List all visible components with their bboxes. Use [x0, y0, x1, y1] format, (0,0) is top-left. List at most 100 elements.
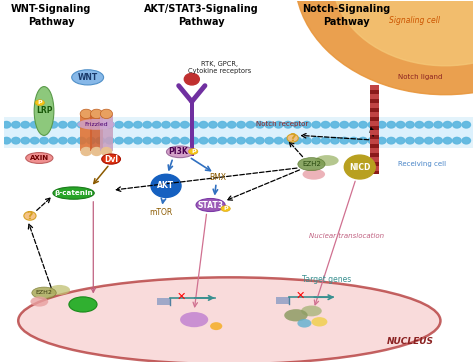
Circle shape [153, 137, 161, 144]
Circle shape [143, 122, 152, 128]
Circle shape [415, 137, 424, 144]
Text: ✕: ✕ [177, 291, 186, 302]
Ellipse shape [297, 319, 311, 327]
Circle shape [30, 122, 39, 128]
Circle shape [91, 147, 102, 155]
Bar [370, 121, 380, 126]
Circle shape [134, 137, 142, 144]
Circle shape [87, 137, 95, 144]
Circle shape [96, 122, 105, 128]
Text: PI3K: PI3K [168, 147, 188, 156]
Ellipse shape [24, 212, 36, 220]
Circle shape [349, 122, 358, 128]
Text: P: P [191, 149, 196, 154]
Bar [370, 148, 380, 153]
Circle shape [2, 137, 11, 144]
Circle shape [340, 137, 348, 144]
Bar [370, 157, 380, 162]
Circle shape [199, 122, 208, 128]
Text: mTOR: mTOR [150, 208, 173, 217]
Circle shape [171, 137, 180, 144]
Circle shape [59, 137, 67, 144]
Circle shape [387, 137, 395, 144]
Circle shape [181, 137, 189, 144]
Circle shape [171, 122, 180, 128]
Text: Signaling cell: Signaling cell [389, 16, 440, 25]
Ellipse shape [301, 306, 322, 317]
Circle shape [284, 122, 292, 128]
Bar [190, 102, 194, 156]
Circle shape [190, 122, 199, 128]
Ellipse shape [102, 154, 120, 164]
Bar [276, 297, 290, 305]
Bar [100, 115, 112, 151]
Circle shape [265, 137, 273, 144]
Bar [156, 298, 170, 305]
Bar [91, 115, 103, 151]
Text: NICD: NICD [349, 163, 371, 172]
Bar [4, 125, 474, 140]
Circle shape [49, 137, 58, 144]
Circle shape [274, 137, 283, 144]
Ellipse shape [32, 287, 56, 299]
Text: ?: ? [27, 211, 33, 221]
Circle shape [302, 137, 311, 144]
Circle shape [100, 109, 112, 119]
Circle shape [359, 137, 367, 144]
Ellipse shape [298, 158, 325, 171]
Circle shape [368, 137, 377, 144]
Bar [370, 94, 380, 99]
Text: AKT: AKT [157, 182, 174, 190]
Circle shape [331, 122, 339, 128]
Bar [370, 139, 380, 144]
Circle shape [387, 122, 395, 128]
Circle shape [434, 122, 442, 128]
Circle shape [378, 137, 386, 144]
Circle shape [321, 122, 330, 128]
Text: LRP: LRP [36, 106, 52, 115]
Bar [370, 112, 380, 117]
Circle shape [184, 73, 199, 85]
Circle shape [218, 137, 227, 144]
Ellipse shape [53, 187, 94, 199]
Ellipse shape [311, 317, 328, 326]
Circle shape [344, 155, 375, 179]
Text: RTK, GPCR,
Cytokine receptors: RTK, GPCR, Cytokine receptors [188, 61, 252, 74]
Ellipse shape [69, 297, 97, 312]
Circle shape [443, 137, 452, 144]
Ellipse shape [180, 312, 208, 327]
Circle shape [81, 147, 91, 155]
Bar [80, 115, 92, 151]
Text: WNT-Signaling
Pathway: WNT-Signaling Pathway [11, 4, 91, 27]
Text: Dvl: Dvl [104, 155, 118, 164]
Circle shape [462, 122, 471, 128]
Bar [370, 166, 380, 171]
Circle shape [87, 122, 95, 128]
Ellipse shape [196, 199, 225, 212]
Circle shape [396, 122, 405, 128]
Text: Notch-Signaling
Pathway: Notch-Signaling Pathway [302, 4, 391, 27]
Circle shape [209, 137, 217, 144]
Circle shape [134, 122, 142, 128]
Circle shape [153, 122, 161, 128]
Circle shape [425, 137, 433, 144]
Circle shape [40, 137, 48, 144]
Circle shape [228, 137, 236, 144]
Ellipse shape [210, 322, 222, 330]
Bar [370, 87, 380, 174]
Circle shape [106, 122, 114, 128]
Text: Frizzled: Frizzled [84, 122, 108, 127]
Circle shape [190, 137, 199, 144]
Circle shape [415, 122, 424, 128]
Circle shape [321, 137, 330, 144]
Circle shape [209, 122, 217, 128]
Circle shape [151, 174, 181, 197]
Wedge shape [296, 0, 474, 95]
Circle shape [331, 137, 339, 144]
Ellipse shape [77, 119, 115, 130]
Circle shape [237, 137, 245, 144]
Text: WNT: WNT [78, 73, 98, 82]
Text: P: P [37, 100, 42, 105]
Circle shape [68, 137, 76, 144]
Circle shape [96, 137, 105, 144]
